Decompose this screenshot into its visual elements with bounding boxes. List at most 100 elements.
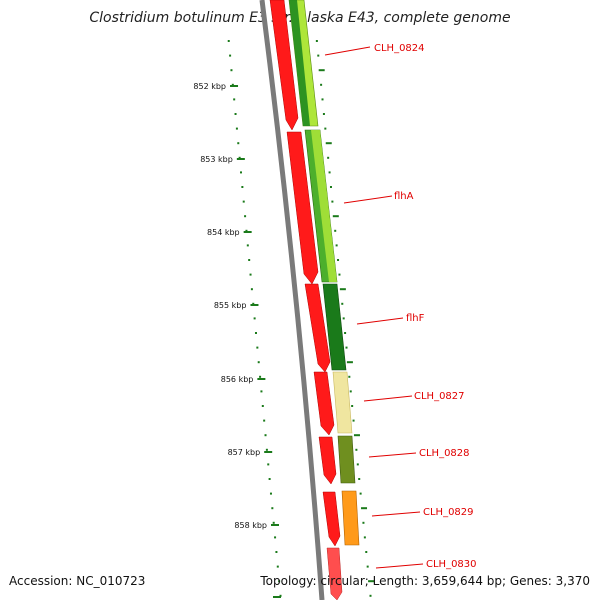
ruler-dot [248, 259, 251, 261]
label-CLH_0830[interactable]: CLH_0830 [426, 559, 477, 570]
ruler-dot [244, 215, 247, 218]
gene-track-dot [353, 434, 360, 437]
gene-track-dot [356, 463, 359, 466]
cds-arrow-7[interactable] [326, 547, 343, 600]
gene-labels: CLH_0824 flhA flhF CLH_0827 CLH_0828 CLH… [324, 43, 477, 570]
leader-CLH_0824 [324, 46, 371, 56]
ruler-dot [238, 156, 241, 159]
ruler-dot [242, 200, 245, 203]
ruler-tick-label: 858 kbp [234, 521, 267, 530]
ruler-dot [264, 434, 267, 437]
gene-track-dot [368, 580, 375, 583]
gene-track-dot [325, 142, 332, 145]
cds-arrow-6[interactable] [322, 491, 341, 547]
ruler-dot [227, 40, 230, 42]
ruler-dot [250, 288, 253, 291]
gene-track-dot [345, 346, 348, 349]
ruler-dot [276, 565, 279, 568]
ruler-major-tick [257, 378, 266, 380]
gene-track-dot [334, 229, 337, 232]
gene-track-dot [346, 361, 353, 364]
ruler-dot [254, 332, 257, 334]
gene-block-CLH_0828[interactable] [337, 435, 356, 484]
ruler-dot [261, 405, 264, 407]
ruler-dot [235, 127, 238, 130]
ruler-dot [249, 273, 252, 276]
gene-track-dot [352, 419, 355, 422]
gene-track-dot [366, 565, 369, 568]
label-CLH_0828[interactable]: CLH_0828 [419, 448, 470, 459]
gene-track-dot [348, 375, 351, 378]
gene-track-dot [362, 521, 365, 524]
gene-track-dot [344, 332, 347, 334]
ruler-dot [253, 317, 256, 320]
gene-track-dot [338, 273, 341, 276]
gene-track [288, 0, 360, 546]
genome-summary: Topology: circular; Length: 3,659,644 bp… [260, 574, 590, 588]
leader-CLH_0828 [368, 452, 417, 458]
cds-arrow-2[interactable] [286, 131, 319, 285]
ruler-dot [274, 536, 277, 539]
gene-track-dot [332, 215, 339, 218]
cds-arrow-4[interactable] [313, 371, 335, 436]
leader-flhA [343, 195, 393, 204]
ruler-dot [257, 361, 260, 364]
label-CLH_0827[interactable]: CLH_0827 [414, 391, 465, 402]
gene-track-dot [329, 186, 332, 188]
gene-track-dot [315, 40, 318, 42]
ruler-dot [246, 244, 249, 247]
ruler-dot [260, 390, 263, 393]
forward-strand-track [269, 0, 343, 600]
gene-track-dot [365, 551, 368, 553]
gene-track-dot [358, 478, 361, 480]
ruler-major-tick [236, 158, 245, 160]
ruler-dot [252, 302, 255, 305]
ruler-dot [272, 521, 275, 524]
gene-track-dot [337, 259, 340, 261]
ruler-tick-label: 856 kbp [221, 375, 254, 384]
gene-block-flhF[interactable] [322, 283, 347, 371]
ruler-dot [267, 463, 270, 466]
ruler-tick-label: 854 kbp [207, 228, 240, 237]
label-CLH_0824[interactable]: CLH_0824 [374, 43, 425, 54]
ruler-major-tick [273, 596, 281, 598]
gene-track-dot [341, 302, 344, 305]
ruler-dot [245, 229, 248, 232]
gene-track-dot [369, 594, 372, 597]
gene-track-dot [363, 536, 366, 539]
gene-track-dot [342, 317, 345, 320]
gene-track-dot [318, 69, 325, 72]
cds-arrow-3[interactable] [304, 283, 331, 373]
gene-track-dot [331, 200, 334, 203]
gene-block-CLH_0829[interactable] [341, 490, 360, 546]
label-flhF[interactable]: flhF [406, 313, 425, 324]
label-flhA[interactable]: flhA [394, 191, 414, 202]
ruler-dot [230, 69, 233, 72]
cds-arrow-5[interactable] [318, 436, 337, 485]
leader-CLH_0829 [371, 511, 421, 517]
cds-arrow-1[interactable] [269, 0, 299, 131]
ruler-dot [278, 580, 281, 583]
gene-track-dot [339, 288, 346, 291]
genome-backbone [259, 0, 325, 600]
ruler-dot [265, 448, 268, 451]
gene-track-dot [361, 507, 368, 510]
ruler-dot [239, 171, 242, 174]
ruler-dot [279, 594, 282, 597]
ruler-major-tick [243, 231, 252, 233]
ruler-dot [259, 375, 262, 378]
gene-block-CLH_0827[interactable] [332, 371, 353, 434]
ruler-dot [233, 98, 236, 101]
gene-track-dot [349, 390, 352, 393]
gene-track-dot [321, 98, 324, 101]
ruler-dot [241, 186, 244, 188]
label-CLH_0829[interactable]: CLH_0829 [423, 507, 474, 518]
ruler-major-tick [264, 451, 273, 453]
ruler-dot [263, 419, 266, 422]
gene-block-CLH_0824-upper [289, 0, 310, 126]
ruler-dot [234, 113, 237, 115]
gene-track-dot [324, 127, 327, 130]
gene-track-dot [335, 244, 338, 247]
coordinate-ruler: 852 kbp 853 kbp 854 kbp 855 kbp 856 kbp 857 k… [193, 40, 282, 598]
